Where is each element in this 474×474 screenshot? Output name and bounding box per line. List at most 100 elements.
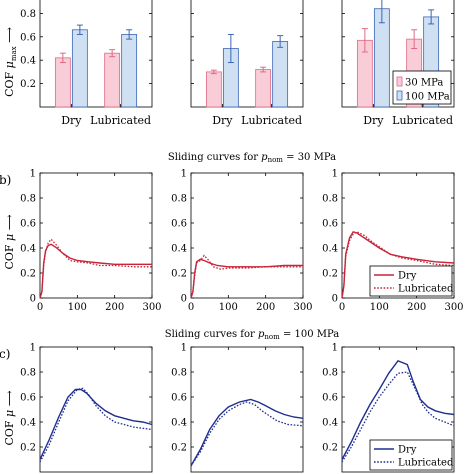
line-legend: Dry Lubricated [369, 439, 454, 471]
y-tick-label: 0.2 [171, 269, 187, 280]
bar-subplot-1: 0.2 0.4 0.6 0.8 Dry Lubricated [20, 0, 153, 127]
y-tick-label: 1 [30, 169, 36, 180]
line-subplot-b3: 0 0.2 0.4 0.6 0.8 1 0 100 200 300 Dry Lubricated [322, 169, 463, 314]
y-tick-label: 1 [30, 343, 36, 354]
x-tick-label: 100 [68, 302, 87, 313]
y-tick-label: 0.2 [20, 443, 36, 454]
y-tick-label: 0 [30, 294, 36, 305]
legend-label: Dry [398, 271, 417, 282]
row-b-subtitle: Sliding curves for pnom = 30 MPa [168, 152, 336, 164]
y-tick-label: 0.6 [171, 219, 187, 230]
y-tick-label: 0.6 [322, 219, 338, 230]
y-tick-label: 0.8 [171, 368, 187, 379]
y-tick-label: 0.8 [20, 368, 36, 379]
x-tick-label: 300 [293, 302, 312, 313]
y-tick-label: 0 [332, 294, 338, 305]
axes-frame [341, 346, 455, 473]
x-tick-label: 100 [370, 302, 389, 313]
legend-swatch [396, 90, 403, 101]
y-tick-label: 1 [181, 169, 187, 180]
x-category-label: Dry [61, 114, 82, 127]
x-category-label: Dry [212, 114, 233, 127]
x-tick-label: 0 [188, 302, 194, 313]
axes-frame [190, 346, 304, 473]
row-a-bar-charts: COF μmax ⟶ 0.2 0.4 0.6 0.8 Dry Lubricated Dry… [3, 0, 455, 127]
row-c-panel-letter: c) [0, 347, 10, 361]
x-category-label: Dry [363, 114, 384, 127]
bar-30-mpa [255, 69, 272, 108]
y-tick-label: 1 [332, 343, 338, 354]
x-tick-label: 0 [339, 302, 345, 313]
axes-frame [39, 0, 153, 108]
y-tick-label: 0.6 [20, 219, 36, 230]
y-tick-label: 1 [332, 169, 338, 180]
bar-100-mpa [272, 41, 289, 108]
axes-frame [341, 172, 455, 299]
x-tick-label: 200 [407, 302, 426, 313]
axes-frame [190, 0, 304, 108]
y-tick-label: 0.2 [322, 269, 338, 280]
axes-frame [39, 172, 153, 299]
curve-dry [190, 258, 303, 299]
axes-frame [190, 172, 304, 299]
line-subplot-b2: 0 0.2 0.4 0.6 0.8 1 0 100 200 300 [171, 169, 312, 314]
bar-subplot-2: Dry Lubricated [190, 0, 304, 127]
legend-label: 100 MPa [405, 92, 450, 103]
curve-dry [341, 230, 455, 299]
y-tick-label: 0.6 [20, 32, 36, 43]
line-subplot-b1: 0 0.2 0.4 0.6 0.8 1 0 100 200 300 [20, 169, 161, 314]
y-tick-label: 0.4 [322, 244, 338, 255]
y-tick-label: 0 [181, 294, 187, 305]
y-tick-label: 1 [181, 343, 187, 354]
bar-30-mpa [205, 71, 222, 108]
y-tick-label: 0.8 [171, 194, 187, 205]
x-category-label: Lubricated [241, 114, 302, 127]
row-c-subtitle: Sliding curves for pnom = 100 MPa [165, 329, 340, 341]
x-category-label: Lubricated [392, 114, 453, 127]
y-tick-label: 0.4 [171, 418, 187, 429]
y-tick-label: 0.8 [20, 9, 36, 20]
y-tick-label: 0.4 [171, 244, 187, 255]
row-c-sliding-curves: Sliding curves for pnom = 100 MPa c) COF… [0, 329, 455, 473]
y-tick-label: 0.8 [322, 194, 338, 205]
axes-frame [341, 0, 455, 108]
x-category-label: Lubricated [90, 114, 151, 127]
bar-100-mpa [373, 8, 390, 108]
bar-100-mpa [121, 34, 138, 108]
y-tick-label: 0.8 [322, 368, 338, 379]
legend-box [369, 265, 453, 297]
bar-legend: 30 MPa 100 MPa [392, 70, 452, 105]
x-tick-label: 300 [142, 302, 161, 313]
y-tick-label: 0.6 [20, 393, 36, 404]
y-tick-label: 0.6 [171, 393, 187, 404]
y-tick-label: 0.4 [20, 56, 36, 67]
y-tick-label: 0.2 [322, 443, 338, 454]
x-tick-label: 0 [37, 302, 43, 313]
y-tick-label: 0.2 [171, 443, 187, 454]
x-tick-label: 100 [219, 302, 238, 313]
line-subplot-c3: 0.2 0.4 0.6 0.8 1 Dry Lubricated [322, 343, 455, 473]
y-tick-label: 0.6 [322, 393, 338, 404]
bar-100-mpa [71, 29, 88, 108]
line-subplot-c2: 0.2 0.4 0.6 0.8 1 [171, 343, 304, 473]
row-a-ylabel: COF μmax ⟶ [3, 27, 18, 97]
bar-subplot-3: Dry Lubricated 30 MPa 100 MPa [341, 0, 455, 127]
curve-dry [39, 388, 153, 460]
curve-lubricated [39, 238, 152, 299]
row-b-ylabel: COF μ ⟶ [3, 214, 16, 269]
axes-frame [39, 346, 153, 473]
legend-label: 30 MPa [405, 78, 443, 89]
curve-lubricated [190, 401, 304, 467]
y-tick-label: 0.2 [20, 79, 36, 90]
row-b-panel-letter: b) [0, 173, 11, 187]
legend-swatch [396, 76, 403, 87]
curve-lubricated [341, 231, 455, 299]
x-tick-label: 200 [256, 302, 275, 313]
bar-30-mpa [54, 57, 71, 108]
legend-box [369, 439, 453, 471]
curve-dry [341, 359, 455, 460]
y-tick-label: 0.4 [20, 418, 36, 429]
legend-box [392, 70, 452, 105]
curve-dry [39, 243, 152, 299]
curve-lubricated [341, 371, 455, 463]
